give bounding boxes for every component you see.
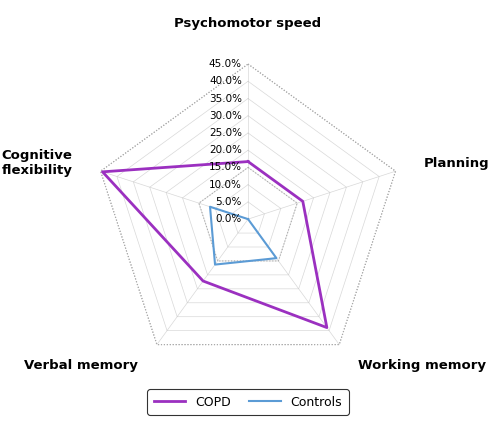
Text: 5.0%: 5.0% (216, 197, 242, 207)
Text: 10.0%: 10.0% (209, 180, 242, 190)
Text: Cognitive
flexibility: Cognitive flexibility (2, 149, 72, 177)
Text: Working memory: Working memory (358, 360, 486, 372)
Text: 40.0%: 40.0% (209, 76, 242, 86)
Text: 25.0%: 25.0% (209, 128, 242, 138)
Text: 0.0%: 0.0% (216, 214, 242, 224)
Text: 45.0%: 45.0% (209, 59, 242, 69)
Text: Psychomotor speed: Psychomotor speed (174, 17, 322, 30)
Text: Planning: Planning (424, 157, 490, 170)
Text: 20.0%: 20.0% (209, 145, 242, 155)
Text: 15.0%: 15.0% (209, 162, 242, 173)
Text: 35.0%: 35.0% (209, 93, 242, 104)
Legend: COPD, Controls: COPD, Controls (148, 389, 348, 415)
Text: 30.0%: 30.0% (209, 111, 242, 121)
Text: Verbal memory: Verbal memory (24, 360, 138, 372)
